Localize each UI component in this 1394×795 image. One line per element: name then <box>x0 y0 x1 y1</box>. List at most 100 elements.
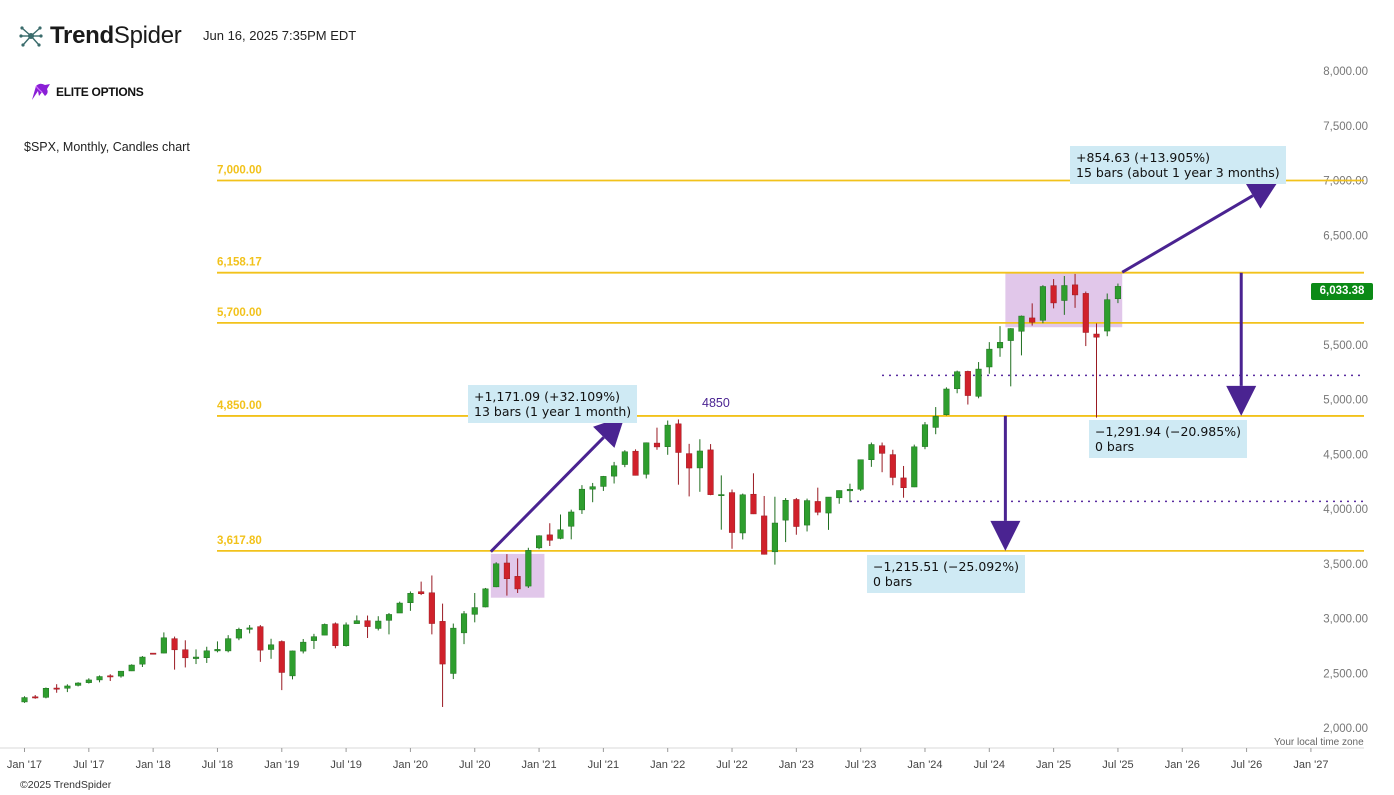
candle <box>32 695 39 699</box>
candle <box>1039 285 1046 324</box>
candle <box>921 422 929 450</box>
measure-box-4-line1: −1,215.51 (−25.092%) <box>873 559 1019 574</box>
candle-body <box>557 529 564 539</box>
candle <box>846 483 853 503</box>
candle <box>192 649 200 665</box>
candle <box>761 495 768 555</box>
x-tick-label: Jul '25 <box>1102 759 1133 771</box>
candle <box>739 493 746 540</box>
candle <box>696 439 703 492</box>
candle <box>707 444 714 496</box>
candle-body <box>321 624 328 636</box>
candle <box>600 475 607 491</box>
candle <box>1050 279 1057 309</box>
candle-body <box>804 500 811 526</box>
candle <box>150 652 157 655</box>
candle-body <box>996 342 1004 349</box>
candle-body <box>653 442 661 448</box>
spider-logo-icon <box>19 26 43 47</box>
x-tick-label: Jan '22 <box>650 759 685 771</box>
candle <box>75 682 82 687</box>
candle-body <box>225 638 232 652</box>
candle-body <box>332 623 339 646</box>
candle-body <box>621 451 628 465</box>
candle <box>343 622 350 647</box>
local-time-zone-label[interactable]: Your local time zone <box>1274 737 1364 748</box>
measure-box-4-line2: 0 bars <box>873 574 913 589</box>
candle <box>675 419 682 485</box>
measure-box-3[interactable]: −1,291.94 (−20.985%) 0 bars <box>1089 420 1247 458</box>
candle <box>503 554 510 596</box>
x-tick-label: Jul '26 <box>1231 759 1262 771</box>
candle-body <box>160 637 167 654</box>
x-tick-label: Jan '24 <box>907 759 942 771</box>
candle <box>310 633 317 649</box>
candle-body <box>1029 317 1036 323</box>
candle <box>439 603 446 707</box>
candle-body <box>257 626 264 651</box>
candle-body <box>107 675 114 678</box>
candle <box>375 616 382 631</box>
candle <box>300 638 307 654</box>
measure-box-2-line2: 15 bars (about 1 year 3 months) <box>1076 165 1280 180</box>
candle <box>460 611 468 645</box>
x-tick-label: Jan '21 <box>521 759 556 771</box>
candle-body <box>814 501 821 513</box>
candle <box>718 475 725 530</box>
candle-body <box>482 588 489 608</box>
candle <box>771 496 778 565</box>
candle <box>225 635 232 653</box>
candle-body <box>546 534 553 541</box>
candle-body <box>407 593 414 603</box>
candle <box>836 490 843 504</box>
candle <box>589 482 596 503</box>
candle <box>782 498 789 543</box>
candle-body <box>686 453 693 469</box>
candle <box>428 575 435 635</box>
candle-body <box>460 613 468 634</box>
measure-box-4[interactable]: −1,215.51 (−25.092%) 0 bars <box>867 555 1025 593</box>
candle-body <box>85 679 92 683</box>
candle <box>364 615 371 638</box>
measure-box-1[interactable]: +1,171.09 (+32.109%) 13 bars (1 year 1 m… <box>468 385 638 423</box>
candle-body <box>718 494 725 496</box>
candle-body <box>836 490 843 499</box>
candle-body <box>53 687 60 690</box>
candle-body <box>643 442 650 475</box>
candle-body <box>64 685 71 689</box>
candle-body <box>857 459 864 490</box>
candle <box>611 461 618 484</box>
measure-box-2-line1: +854.63 (+13.905%) <box>1076 150 1211 165</box>
candle-body <box>21 697 28 703</box>
candle-body <box>514 576 521 590</box>
candle-body <box>171 638 178 651</box>
elite-options-logo: ELITE OPTIONS <box>30 82 144 102</box>
candle-body <box>493 563 500 588</box>
trendspider-logo: TrendSpider <box>18 22 182 50</box>
candle-body <box>536 535 543 549</box>
candle <box>686 443 693 497</box>
candle <box>804 498 811 532</box>
y-tick-label: 4,000.00 <box>1323 504 1368 516</box>
arrow-1-head <box>593 415 625 448</box>
measure-box-2[interactable]: +854.63 (+13.905%) 15 bars (about 1 year… <box>1070 146 1286 184</box>
candle-body <box>793 499 800 527</box>
candle <box>396 601 403 614</box>
candle <box>1007 328 1014 387</box>
x-tick-label: Jan '27 <box>1293 759 1328 771</box>
candle-body <box>868 444 875 460</box>
candle-body <box>1082 293 1089 333</box>
x-tick-label: Jul '23 <box>845 759 876 771</box>
candle <box>117 670 125 678</box>
y-tick-label: 5,000.00 <box>1323 395 1368 407</box>
candle-body <box>268 644 275 650</box>
candle <box>1072 273 1079 308</box>
candle-body <box>450 627 457 674</box>
candle <box>568 509 575 540</box>
candle-body <box>396 602 403 614</box>
candle <box>407 591 414 611</box>
candle-body <box>954 371 961 390</box>
y-tick-label: 6,500.00 <box>1323 230 1368 242</box>
candle-body <box>1093 333 1100 338</box>
